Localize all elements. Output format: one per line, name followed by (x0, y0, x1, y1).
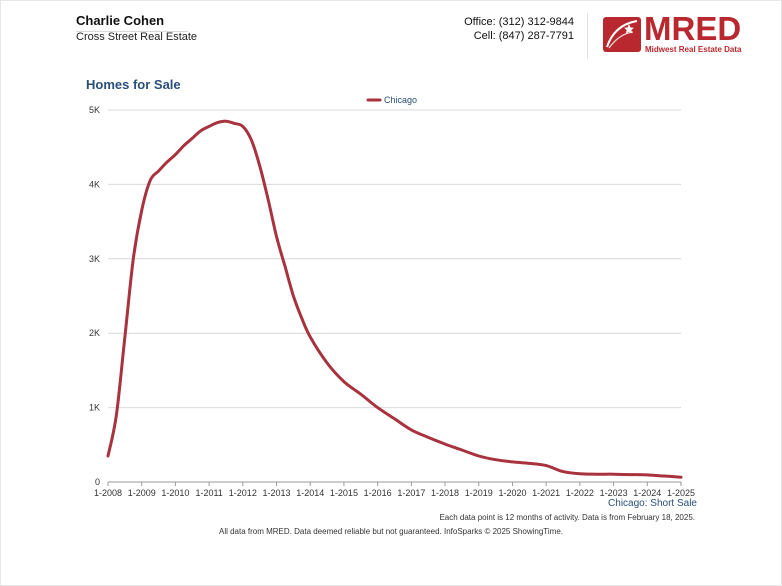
logo-tagline: Midwest Real Estate Data (645, 45, 742, 54)
x-tick-label: 1-2019 (465, 488, 493, 498)
chart-title: Homes for Sale (86, 77, 181, 92)
x-tick-label: 1-2024 (633, 488, 661, 498)
y-tick-label: 1K (89, 403, 100, 413)
x-tick-label: 1-2009 (128, 488, 156, 498)
y-axis: 0 1K 2K 3K 4K 5K (89, 105, 100, 487)
legend-label: Chicago (384, 95, 417, 105)
cell-phone: Cell: (847) 287-7791 (473, 30, 574, 42)
header-divider (587, 13, 588, 59)
x-tick-label: 1-2011 (195, 488, 222, 498)
series-layer (106, 119, 683, 479)
logo-wordmark: MRED (644, 10, 742, 47)
x-axis: 1-2008 1-2009 1-2010 1-2011 1-2012 1-2013 1-20… (94, 482, 695, 498)
x-tick-label: 1-2017 (397, 488, 425, 498)
data-note: Each data point is 12 months of activity… (439, 513, 695, 522)
disclaimer: All data from MRED. Data deemed reliable… (218, 527, 563, 536)
x-tick-label: 1-2014 (296, 488, 324, 498)
x-tick-label: 1-2010 (161, 488, 189, 498)
x-tick-label: 1-2013 (263, 488, 291, 498)
x-tick-label: 1-2018 (431, 488, 459, 498)
x-tick-label: 1-2016 (364, 488, 392, 498)
y-tick-label: 5K (89, 105, 100, 115)
y-tick-label: 3K (89, 254, 100, 264)
office-phone: Office: (312) 312-9844 (464, 16, 574, 28)
x-tick-label: 1-2020 (498, 488, 526, 498)
agent-company: Cross Street Real Estate (76, 31, 198, 43)
x-tick-label: 1-2025 (667, 488, 695, 498)
x-tick-label: 1-2023 (600, 488, 628, 498)
series-caption: Chicago: Short Sale (608, 498, 697, 509)
gridlines (108, 109, 681, 483)
mred-logo-icon (603, 17, 641, 52)
y-tick-label: 0 (95, 477, 100, 487)
x-tick-label: 1-2021 (532, 488, 560, 498)
y-tick-label: 2K (89, 328, 100, 338)
agent-name: Charlie Cohen (76, 13, 188, 32)
x-tick-label: 1-2012 (229, 488, 257, 498)
y-tick-label: 4K (89, 179, 100, 189)
x-tick-label: 1-2008 (94, 488, 122, 498)
series-line-chicago (106, 119, 683, 479)
x-tick-label: 1-2015 (330, 488, 358, 498)
legend: Chicago (366, 95, 417, 105)
x-tick-label: 1-2022 (566, 488, 594, 498)
contact-info: Office: (312) 312-9844 Cell: (847) 287-7… (464, 15, 574, 43)
mred-logo: MRED Midwest Real Estate Data (603, 10, 755, 56)
